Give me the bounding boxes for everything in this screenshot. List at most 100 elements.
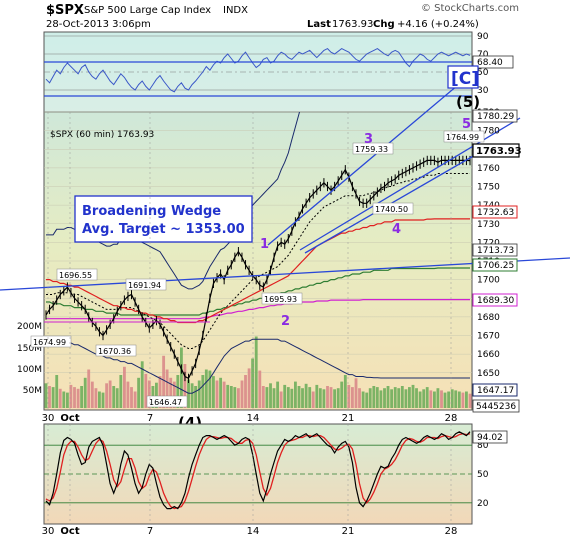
rsi-value-label: 68.40 xyxy=(477,58,503,68)
volume-bar xyxy=(415,388,418,408)
ma-magenta-line xyxy=(46,299,470,320)
volume-bar xyxy=(226,384,230,408)
rsi-ticks: 90 70 50 30 xyxy=(477,32,489,96)
pivot-labels: 1696.55 1691.94 1674.99 1670.36 1646.47 … xyxy=(30,130,485,408)
volume-bar xyxy=(222,381,226,408)
volume-bar xyxy=(66,392,69,408)
pivot-label-1696: 1696.55 xyxy=(59,271,92,280)
x-tick-label: 21 xyxy=(342,413,355,424)
volume-bar xyxy=(176,375,180,408)
volume-bar xyxy=(94,388,98,408)
volume-bar xyxy=(115,388,119,408)
index-name: S&P 500 Large Cap Index xyxy=(84,5,211,16)
price-tick-label: 1700 xyxy=(477,276,500,286)
volume-bar xyxy=(240,380,244,408)
volume-bar xyxy=(272,388,276,408)
volume-bar xyxy=(158,376,162,408)
volume-bar xyxy=(436,388,440,408)
volume-bar xyxy=(301,388,304,408)
price-tick-label: 1750 xyxy=(477,183,500,193)
x-tick-label: Oct xyxy=(60,526,79,537)
volume-bar xyxy=(169,377,173,409)
volume-bar xyxy=(375,387,379,408)
volume-tick-label: 150M xyxy=(17,344,42,354)
ma-red-line xyxy=(46,218,470,324)
volume-bar xyxy=(411,384,415,408)
bollinger-upper-line xyxy=(46,112,301,290)
volume-bar xyxy=(340,381,344,408)
wave-c-label: [C] xyxy=(451,69,479,89)
volume-bar xyxy=(98,391,101,408)
volume-bar xyxy=(155,382,158,408)
volume-bar xyxy=(112,386,116,408)
volume-bar xyxy=(279,391,283,408)
volume-bar xyxy=(244,375,247,408)
volume-bar xyxy=(237,388,240,408)
price-panel: 1790178017701760175017401730172017101700… xyxy=(0,61,570,432)
value-tag-1647: 1647.17 xyxy=(477,386,514,396)
volume-bar xyxy=(261,386,265,408)
volume-bar xyxy=(147,380,151,408)
volume-bar xyxy=(433,391,436,408)
wave-3-label: 3 xyxy=(364,132,373,147)
price-line xyxy=(45,159,471,380)
volume-bar xyxy=(351,387,354,408)
volume-bar xyxy=(190,383,194,409)
volume-bar xyxy=(368,388,372,408)
chg-value: +4.16 (+0.24%) xyxy=(397,19,479,30)
ticker-symbol: $SPX xyxy=(46,3,84,18)
x-tick-label: 28 xyxy=(445,526,458,537)
rsi-line xyxy=(45,47,471,93)
volume-bar xyxy=(457,391,461,408)
volume-bar xyxy=(440,390,443,408)
volume-bar xyxy=(229,386,233,408)
oscillator-x-axis: 30 Oct 7 14 21 28 xyxy=(42,424,458,537)
volume-bar xyxy=(326,386,329,408)
x-tick-label: 14 xyxy=(247,526,260,537)
volume-bar xyxy=(247,368,251,408)
rsi-tick-label: 50 xyxy=(477,68,489,78)
value-tag-1780: 1780.29 xyxy=(477,112,514,122)
volume-tick-label: 50M xyxy=(23,386,42,396)
wave-2-label: 2 xyxy=(281,314,290,329)
exchange-label: INDX xyxy=(223,5,248,16)
volume-bar xyxy=(233,387,237,408)
value-tag-1706: 1706.25 xyxy=(477,261,514,271)
price-x-axis: 30 Oct 7 14 21 28 xyxy=(42,112,458,424)
volume-bar xyxy=(418,391,422,408)
osc-tick-label: 80 xyxy=(477,441,489,451)
volume-bar xyxy=(140,361,144,409)
price-tick-label: 1720 xyxy=(477,238,500,248)
wave-5-paren-label: (5) xyxy=(456,93,480,111)
volume-bar xyxy=(347,384,351,408)
volume-bar xyxy=(51,387,55,408)
volume-bar xyxy=(80,386,84,408)
volume-bar xyxy=(311,391,315,408)
osc-tick-label: 50 xyxy=(477,470,489,480)
x-tick-label: 28 xyxy=(445,413,458,424)
wedge-annotation: Broadening Wedge Avg. Target ~ 1353.00 xyxy=(74,195,253,243)
volume-bar xyxy=(201,375,205,408)
volume-bar xyxy=(422,389,426,408)
volume-bar xyxy=(258,370,262,408)
volume-bar xyxy=(90,381,94,408)
volume-bar xyxy=(361,391,365,408)
x-tick-label: 14 xyxy=(247,413,260,424)
volume-bar xyxy=(197,380,201,408)
wedge-annotation-box xyxy=(74,195,253,243)
volume-bar xyxy=(69,384,73,408)
volume-bar xyxy=(215,380,219,408)
x-tick-label: 7 xyxy=(147,413,153,424)
volume-bar xyxy=(408,387,411,408)
value-tag-1732: 1732.63 xyxy=(477,208,514,218)
oscillator-panel: 80 50 20 94.02 xyxy=(43,423,508,525)
value-tag-1713: 1713.73 xyxy=(477,246,514,256)
pivot-label-1674: 1674.99 xyxy=(33,338,66,347)
price-panel-title: $SPX (60 min) 1763.93 xyxy=(50,130,154,140)
value-tag-last: 1763.93 xyxy=(476,146,522,157)
chg-label: Chg xyxy=(373,19,395,30)
wave-c-label-group: [C] xyxy=(447,65,479,89)
rsi-tick-label: 70 xyxy=(477,50,489,60)
volume-bar xyxy=(358,388,361,408)
volume-bar xyxy=(251,358,255,408)
